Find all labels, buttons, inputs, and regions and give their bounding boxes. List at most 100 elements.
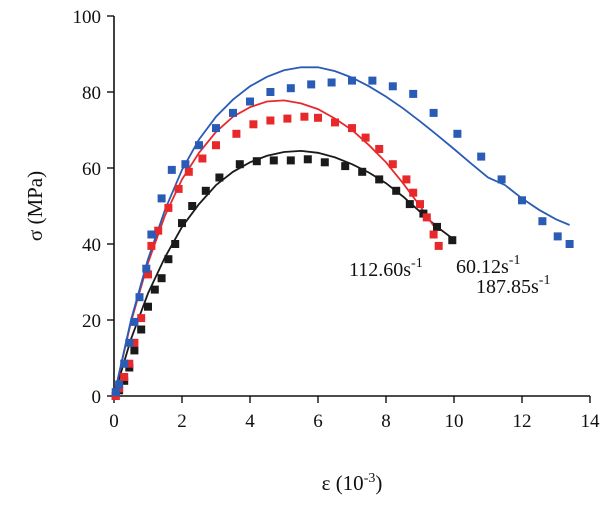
data-point-s2-17: [307, 80, 316, 89]
y-tick-label-1: 20: [82, 311, 101, 332]
x-axis-label: ε (10-3): [322, 471, 383, 495]
x-tick-label-0: 0: [109, 411, 119, 432]
data-point-s2-11: [195, 141, 203, 150]
series-labels: 187.85s-1 112.60s-1 60.12s-1: [349, 253, 550, 298]
data-point-s0-16: [252, 157, 261, 166]
data-point-s2-15: [266, 88, 275, 96]
data-point-s0-19: [303, 155, 312, 164]
data-point-s1-2: [120, 373, 129, 381]
y-axis-ticks: 0 20 40 60 80 100: [73, 7, 114, 408]
data-point-s1-6: [144, 270, 152, 279]
data-point-s1-23: [375, 145, 384, 153]
data-point-s2-2: [120, 359, 129, 368]
data-point-s1-19: [314, 113, 322, 122]
data-point-s2-10: [181, 160, 190, 169]
data-point-s0-27: [433, 222, 441, 231]
fit-curves: [113, 66, 570, 397]
data-point-s2-16: [286, 84, 295, 93]
series-label-187: 187.85s-1: [476, 273, 550, 298]
data-point-s1-8: [154, 226, 163, 235]
data-point-s2-5: [135, 293, 144, 302]
data-point-s0-25: [405, 200, 414, 209]
y-tick-label-2: 40: [82, 235, 101, 256]
data-point-s2-4: [130, 317, 139, 326]
data-point-s1-14: [232, 129, 241, 138]
fit-curve-2: [113, 66, 570, 397]
data-point-s0-4: [130, 346, 139, 355]
data-point-s2-7: [147, 230, 156, 239]
data-point-s1-9: [164, 203, 173, 212]
data-point-s0-21: [341, 162, 350, 171]
y-tick-label-4: 80: [82, 83, 101, 104]
data-point-s0-7: [150, 285, 159, 294]
data-point-s2-6: [142, 264, 151, 273]
data-point-s2-19: [348, 76, 356, 85]
data-point-s1-26: [409, 188, 418, 197]
data-point-s1-15: [249, 120, 258, 129]
data-point-s0-9: [164, 255, 173, 264]
data-point-s2-8: [157, 194, 166, 203]
data-point-s2-3: [125, 338, 134, 347]
data-point-s0-18: [286, 156, 295, 165]
x-axis-ticks: 0 2 4 6 8 10 12 14: [109, 396, 600, 432]
data-point-s2-28: [538, 217, 547, 226]
data-point-s0-5: [137, 325, 146, 334]
data-point-s2-29: [553, 232, 562, 241]
data-points: [111, 76, 574, 400]
data-point-s0-10: [171, 240, 180, 248]
data-point-s1-22: [361, 133, 370, 142]
data-point-s1-30: [434, 241, 443, 250]
data-point-s2-26: [497, 175, 506, 184]
data-point-s0-20: [320, 158, 329, 167]
x-tick-label-3: 6: [313, 411, 323, 432]
data-point-s2-9: [167, 165, 176, 174]
data-point-s0-24: [392, 186, 401, 195]
data-point-s2-14: [246, 97, 254, 106]
data-point-s1-3: [125, 359, 134, 368]
x-tick-label-5: 10: [445, 411, 464, 432]
data-point-s2-24: [453, 129, 462, 138]
data-point-s2-25: [477, 152, 486, 161]
data-point-s0-8: [157, 274, 166, 283]
data-point-s1-11: [184, 167, 193, 176]
data-point-s1-24: [388, 160, 397, 169]
y-tick-label-3: 60: [82, 159, 101, 180]
series-label-60: 60.12s-1: [456, 253, 520, 278]
data-point-s2-18: [327, 78, 336, 87]
data-point-s0-12: [188, 202, 197, 210]
data-point-s1-25: [402, 175, 411, 184]
data-point-s0-15: [235, 160, 244, 169]
data-point-s1-10: [174, 184, 183, 193]
plot-frame: [113, 16, 590, 397]
x-tick-label-1: 2: [177, 411, 187, 432]
data-point-s0-13: [201, 186, 210, 195]
data-point-s0-28: [448, 236, 457, 245]
data-point-s1-12: [198, 154, 207, 163]
data-point-s2-20: [368, 76, 377, 85]
x-tick-label-6: 12: [513, 411, 532, 432]
data-point-s1-21: [348, 124, 356, 133]
data-point-s2-23: [429, 108, 438, 117]
data-point-s1-5: [137, 314, 146, 323]
data-point-s0-6: [144, 302, 152, 311]
data-point-s1-20: [331, 118, 339, 127]
data-point-s2-13: [229, 108, 237, 117]
data-point-s2-27: [518, 196, 526, 205]
data-point-s2-22: [409, 89, 418, 98]
data-point-s2-0: [111, 388, 120, 397]
data-point-s1-27: [416, 200, 424, 209]
data-point-s2-21: [388, 82, 397, 91]
data-point-s1-13: [212, 141, 220, 150]
data-point-s2-30: [565, 240, 574, 248]
data-point-s1-4: [130, 338, 139, 347]
y-tick-label-0: 0: [92, 387, 102, 408]
y-tick-label-5: 100: [73, 7, 102, 28]
data-point-s0-11: [178, 219, 186, 228]
y-axis-label: σ (MPa): [23, 171, 47, 241]
data-point-s2-1: [115, 380, 124, 389]
data-point-s0-22: [358, 167, 367, 176]
fit-curve-1: [113, 99, 438, 397]
data-point-s1-28: [422, 213, 431, 222]
data-point-s0-17: [269, 156, 278, 165]
